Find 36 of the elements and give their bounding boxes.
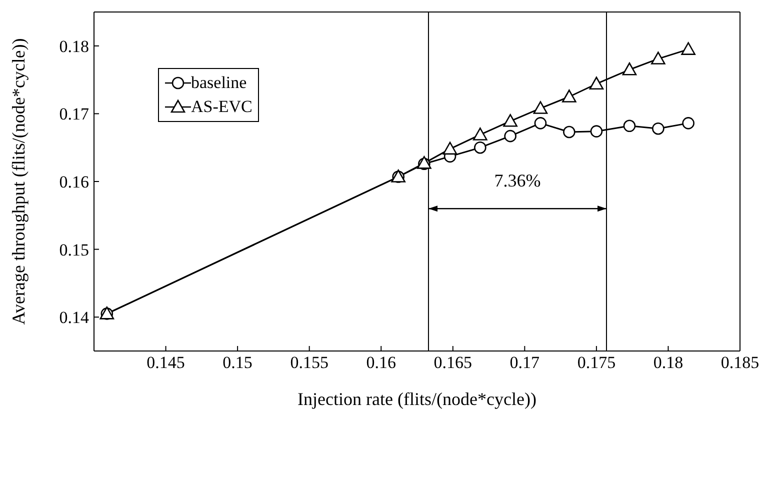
point <box>622 62 637 76</box>
x-tick-label: 0.18 <box>653 353 684 372</box>
y-tick-label: 0.17 <box>59 104 90 124</box>
point <box>652 122 664 135</box>
y-tick-label: 0.18 <box>59 36 89 56</box>
x-tick-label: 0.15 <box>222 353 252 372</box>
x-tick-label: 0.145 <box>146 353 185 372</box>
legend-label: AS-EVC <box>191 96 252 118</box>
point <box>562 90 576 102</box>
legend-label: baseline <box>191 72 247 94</box>
point <box>503 114 518 127</box>
point <box>442 142 458 155</box>
x-tick-label: 0.165 <box>434 353 472 372</box>
point <box>533 101 548 114</box>
x-tick-label: 0.17 <box>510 353 540 372</box>
point <box>681 42 696 55</box>
x-tick-label: 0.16 <box>366 353 396 372</box>
point <box>473 128 488 140</box>
y-axis-title: Average throughput (flits/(node*cycle)) <box>8 38 28 325</box>
y-tick-label: 0.16 <box>59 172 89 192</box>
point <box>534 117 547 130</box>
y-tick-label: 0.14 <box>59 308 90 328</box>
point <box>474 141 486 154</box>
point <box>651 52 666 64</box>
point <box>504 130 516 142</box>
y-tick-label: 0.15 <box>59 240 89 260</box>
point <box>563 126 576 138</box>
x-tick-label: 0.155 <box>290 353 328 372</box>
point <box>590 125 603 138</box>
point <box>589 76 604 90</box>
x-tick-label: 0.185 <box>720 353 760 372</box>
point <box>682 117 694 130</box>
point <box>623 120 636 132</box>
annotation: 7.36% <box>494 170 541 191</box>
x-tick-label: 0.175 <box>577 353 616 372</box>
x-axis-title: Injection rate (flits/(node*cycle)) <box>298 389 536 409</box>
